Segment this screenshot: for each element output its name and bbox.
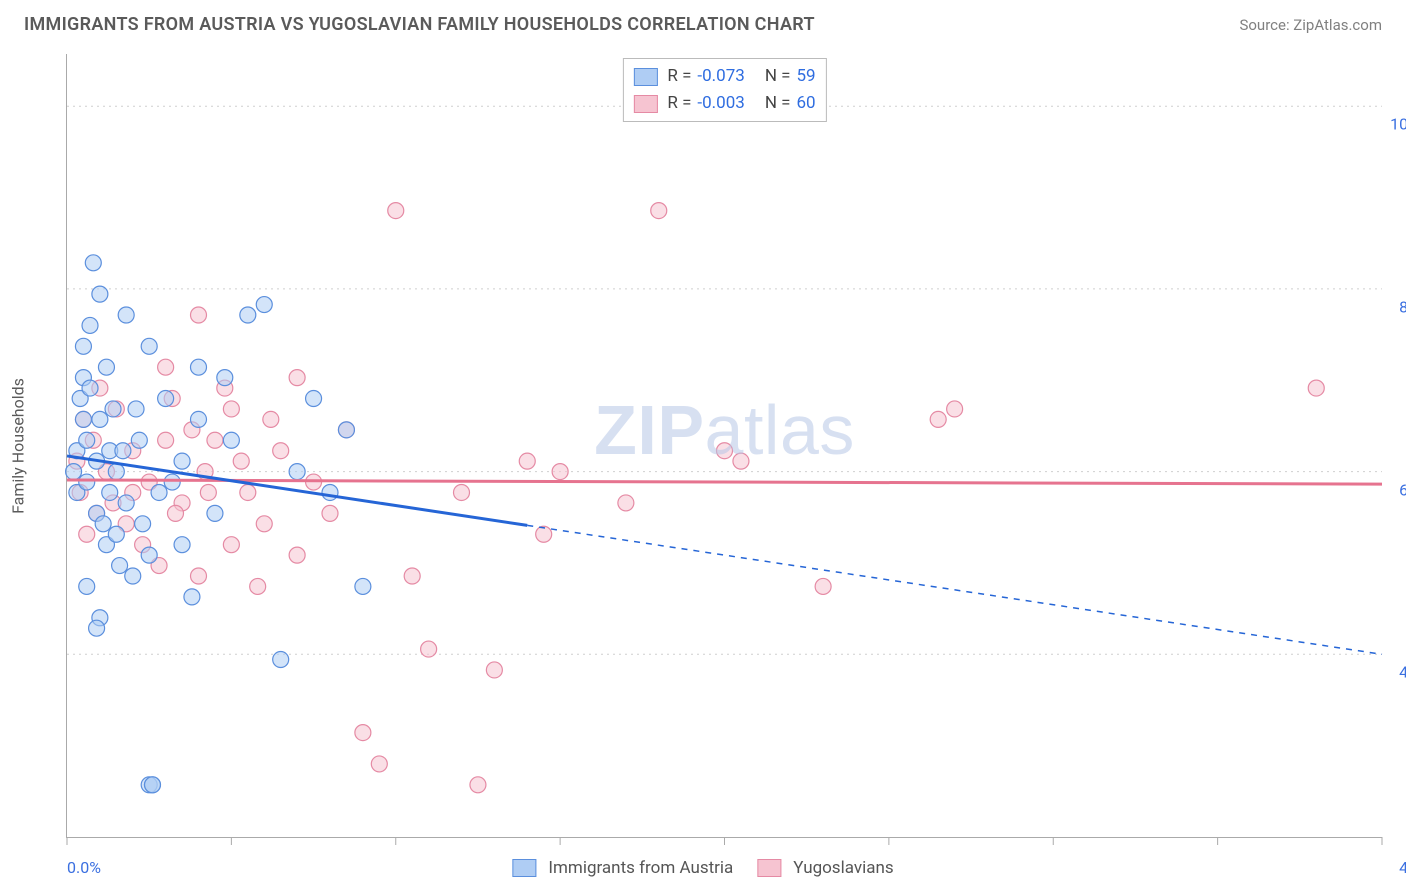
r-value-blue: -0.073 bbox=[697, 63, 744, 90]
scatter-chart bbox=[67, 54, 1382, 837]
n-value-pink: 60 bbox=[797, 90, 816, 117]
plot-area: ZIPatlas R = -0.073 N = 59 R = -0.003 N … bbox=[66, 54, 1382, 838]
x-axis-max-label: 40.0% bbox=[1399, 858, 1406, 877]
legend-row-pink: R = -0.003 N = 60 bbox=[633, 90, 815, 117]
swatch-pink-icon bbox=[757, 859, 781, 877]
r-value-pink: -0.003 bbox=[697, 90, 744, 117]
y-tick-label: 82.5% bbox=[1399, 297, 1406, 316]
swatch-blue-icon bbox=[633, 68, 657, 86]
legend-label-austria: Immigrants from Austria bbox=[548, 858, 733, 878]
r-label: R = bbox=[667, 90, 691, 117]
correlation-legend: R = -0.073 N = 59 R = -0.003 N = 60 bbox=[622, 58, 826, 122]
series-legend: Immigrants from Austria Yugoslavians bbox=[512, 858, 893, 878]
legend-item-austria: Immigrants from Austria bbox=[512, 858, 733, 878]
r-label: R = bbox=[667, 63, 691, 90]
chart-title: IMMIGRANTS FROM AUSTRIA VS YUGOSLAVIAN F… bbox=[24, 14, 815, 35]
legend-row-blue: R = -0.073 N = 59 bbox=[633, 63, 815, 90]
swatch-pink-icon bbox=[633, 95, 657, 113]
header: IMMIGRANTS FROM AUSTRIA VS YUGOSLAVIAN F… bbox=[24, 14, 1382, 35]
y-tick-label: 65.0% bbox=[1399, 480, 1406, 499]
y-tick-label: 100.0% bbox=[1390, 115, 1406, 134]
source-label: Source: ZipAtlas.com bbox=[1239, 16, 1382, 34]
x-axis-min-label: 0.0% bbox=[67, 858, 101, 877]
n-label: N = bbox=[765, 63, 791, 90]
legend-label-yugoslavians: Yugoslavians bbox=[793, 858, 893, 878]
swatch-blue-icon bbox=[512, 859, 536, 877]
n-value-blue: 59 bbox=[797, 63, 816, 90]
plot-container: Family Households ZIPatlas R = -0.073 N … bbox=[48, 54, 1382, 838]
y-tick-label: 47.5% bbox=[1399, 663, 1406, 682]
legend-item-yugoslavians: Yugoslavians bbox=[757, 858, 893, 878]
y-axis-label: Family Households bbox=[9, 378, 28, 514]
n-label: N = bbox=[765, 90, 791, 117]
